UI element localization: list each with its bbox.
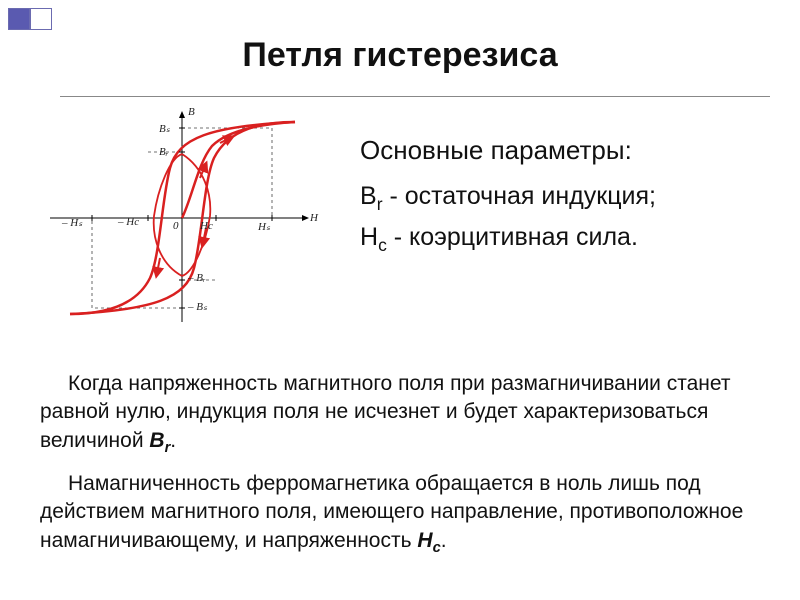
parameters-block: Основные параметры: Br - остаточная инду… xyxy=(360,135,770,264)
accent-square-empty xyxy=(30,8,52,30)
body2-em: H xyxy=(417,529,432,552)
label-Hs: Hₛ xyxy=(258,220,270,233)
label-Br: Bᵣ xyxy=(159,146,168,158)
label-origin: 0 xyxy=(173,220,179,232)
body2-em-sub: c xyxy=(433,540,441,556)
label-Hc: Hc xyxy=(200,220,213,232)
param-hc: Hc - коэрцитивная сила. xyxy=(360,223,770,256)
label-negHs: – Hₛ xyxy=(62,216,82,229)
body2-pre: Намагниченность ферромагнетика обращаетс… xyxy=(40,472,743,552)
body2-post: . xyxy=(441,529,447,552)
param-hc-sub: c xyxy=(378,235,387,255)
param-hc-sym: H xyxy=(360,223,378,251)
param-hc-text: - коэрцитивная сила. xyxy=(387,223,638,251)
label-H: H xyxy=(310,212,318,224)
label-Bs: Bₛ xyxy=(159,122,170,135)
param-br: Br - остаточная индукция; xyxy=(360,182,770,215)
body-paragraph-2: Намагниченность ферромагнетика обращаетс… xyxy=(40,470,760,559)
body1-post: . xyxy=(170,429,176,452)
label-negBs: – Bₛ xyxy=(188,300,207,313)
accent-square-fill xyxy=(8,8,30,30)
body1-pre: Когда напряженность магнитного поля при … xyxy=(40,372,731,452)
hysteresis-chart: B Bₛ Bᵣ – Hₛ – Hc 0 Hc Hₛ H – Bᵣ – Bₛ xyxy=(40,108,340,328)
param-br-text: - остаточная индукция; xyxy=(383,182,656,210)
body-paragraph-1: Когда напряженность магнитного поля при … xyxy=(40,370,760,459)
label-negHc: – Hc xyxy=(118,216,139,228)
title-divider xyxy=(60,96,770,97)
params-heading: Основные параметры: xyxy=(360,135,770,166)
hysteresis-svg xyxy=(40,108,340,328)
page-title: Петля гистерезиса xyxy=(0,36,800,75)
accent-corner xyxy=(8,8,52,30)
param-br-sym: B xyxy=(360,182,377,210)
label-negBr: – Bᵣ xyxy=(188,272,206,284)
label-B: B xyxy=(188,106,195,118)
body1-em: B xyxy=(149,429,164,452)
